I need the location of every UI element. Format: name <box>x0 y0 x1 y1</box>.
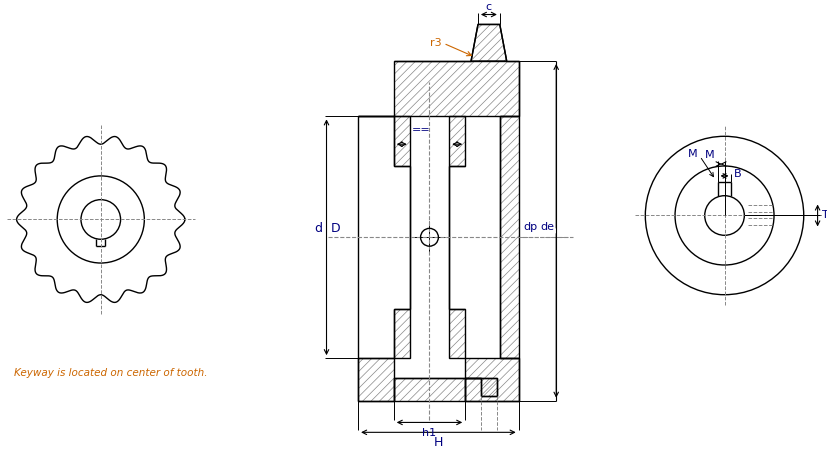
Text: T: T <box>820 211 827 220</box>
Text: r3: r3 <box>429 38 441 48</box>
Text: H: H <box>433 436 442 449</box>
Text: dp: dp <box>523 222 537 232</box>
Text: d: d <box>314 222 323 235</box>
Polygon shape <box>358 61 518 117</box>
Polygon shape <box>449 117 465 166</box>
Polygon shape <box>471 24 506 61</box>
Polygon shape <box>449 309 465 358</box>
Text: D: D <box>330 222 340 235</box>
Text: c: c <box>485 1 491 12</box>
Text: M: M <box>704 150 714 160</box>
Text: Keyway is located on center of tooth.: Keyway is located on center of tooth. <box>13 368 207 378</box>
Text: h1: h1 <box>422 428 436 438</box>
Text: de: de <box>540 222 554 232</box>
Polygon shape <box>394 117 409 166</box>
Text: ==: == <box>412 125 430 135</box>
Polygon shape <box>358 358 394 401</box>
Polygon shape <box>394 378 496 401</box>
Polygon shape <box>394 309 409 358</box>
Text: M: M <box>687 149 697 159</box>
Polygon shape <box>500 117 518 358</box>
Text: B: B <box>733 169 740 179</box>
Polygon shape <box>465 358 518 401</box>
